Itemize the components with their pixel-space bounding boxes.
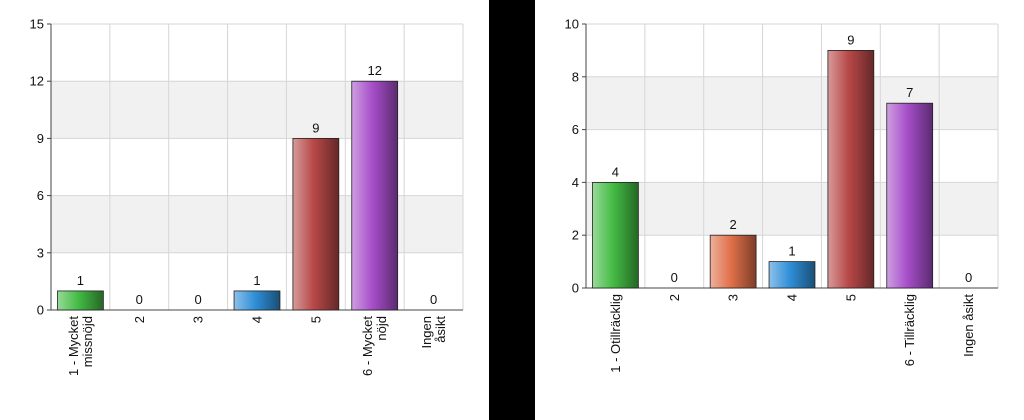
right-bar bbox=[886, 102, 934, 289]
left-data-label: 0 bbox=[195, 292, 202, 307]
right-x-tick-label: 2 bbox=[667, 294, 682, 301]
right-data-label: 2 bbox=[730, 217, 737, 232]
right-data-label: 9 bbox=[847, 32, 854, 47]
right-y-tick-label: 4 bbox=[572, 175, 579, 190]
right-x-tick-label: 5 bbox=[843, 294, 858, 301]
right-y-tick-label: 10 bbox=[565, 17, 579, 32]
left-data-label: 1 bbox=[77, 273, 84, 288]
right-data-label: 7 bbox=[906, 85, 913, 100]
left-x-tick-label: 3 bbox=[191, 316, 206, 323]
right-bar bbox=[827, 50, 875, 289]
left-y-tick-label: 12 bbox=[30, 74, 44, 89]
left-y-tick-label: 15 bbox=[30, 17, 44, 32]
panel-divider bbox=[489, 0, 535, 420]
right-y-tick-label: 0 bbox=[572, 281, 579, 296]
left-bar bbox=[233, 290, 281, 311]
right-x-tick-label: 4 bbox=[785, 294, 800, 301]
left-bar bbox=[57, 290, 104, 311]
left-x-tick-label: 2 bbox=[132, 316, 147, 323]
left-bar bbox=[351, 80, 399, 311]
left-bar bbox=[292, 137, 340, 311]
left-data-label: 0 bbox=[430, 292, 437, 307]
right-y-tick-label: 6 bbox=[572, 122, 579, 137]
left-x-tick-label: 5 bbox=[308, 316, 323, 323]
right-grid-band bbox=[586, 182, 998, 236]
right-bar bbox=[709, 234, 757, 289]
right-data-label: 1 bbox=[788, 244, 795, 259]
left-data-label: 1 bbox=[253, 273, 260, 288]
left-y-tick-label: 6 bbox=[37, 188, 44, 203]
left-grid-band bbox=[51, 195, 463, 253]
chart-left: 0 3 6 9 12 15 1 1 - Mycketmissnöjd 0 2 0 3 1 4 9 5 12 6 -… bbox=[30, 17, 464, 376]
left-data-label: 12 bbox=[367, 63, 381, 78]
left-y-tick-label: 9 bbox=[37, 131, 44, 146]
left-x-tick-label: 4 bbox=[250, 316, 265, 323]
chart-right: 0 2 4 6 8 10 4 1 - Otillräcklig 0 2 2 3 1 4 9 5 7 6 - Til… bbox=[565, 17, 999, 373]
right-data-label: 0 bbox=[671, 270, 678, 285]
right-x-tick-label: 6 - Tillräcklig bbox=[902, 294, 917, 366]
left-data-label: 9 bbox=[312, 120, 319, 135]
left-y-tick-label: 0 bbox=[37, 303, 44, 318]
right-grid-band bbox=[586, 76, 998, 130]
right-data-label: 4 bbox=[612, 164, 619, 179]
left-data-label: 0 bbox=[136, 292, 143, 307]
right-x-tick-label: 3 bbox=[726, 294, 741, 301]
left-x-tick-label: Ingenåsikt bbox=[419, 316, 448, 349]
left-grid-band bbox=[51, 81, 463, 139]
right-y-tick-label: 2 bbox=[572, 228, 579, 243]
right-bar bbox=[768, 261, 816, 289]
right-x-tick-label: 1 - Otillräcklig bbox=[608, 294, 623, 373]
right-bar bbox=[592, 181, 639, 289]
right-y-tick-label: 8 bbox=[572, 69, 579, 84]
left-x-tick-label: 6 - Mycketnöjd bbox=[360, 316, 389, 376]
left-x-tick-label: 1 - Mycketmissnöjd bbox=[66, 316, 95, 376]
right-data-label: 0 bbox=[965, 270, 972, 285]
left-y-tick-label: 3 bbox=[37, 245, 44, 260]
right-x-tick-label: Ingen åsikt bbox=[961, 294, 976, 357]
